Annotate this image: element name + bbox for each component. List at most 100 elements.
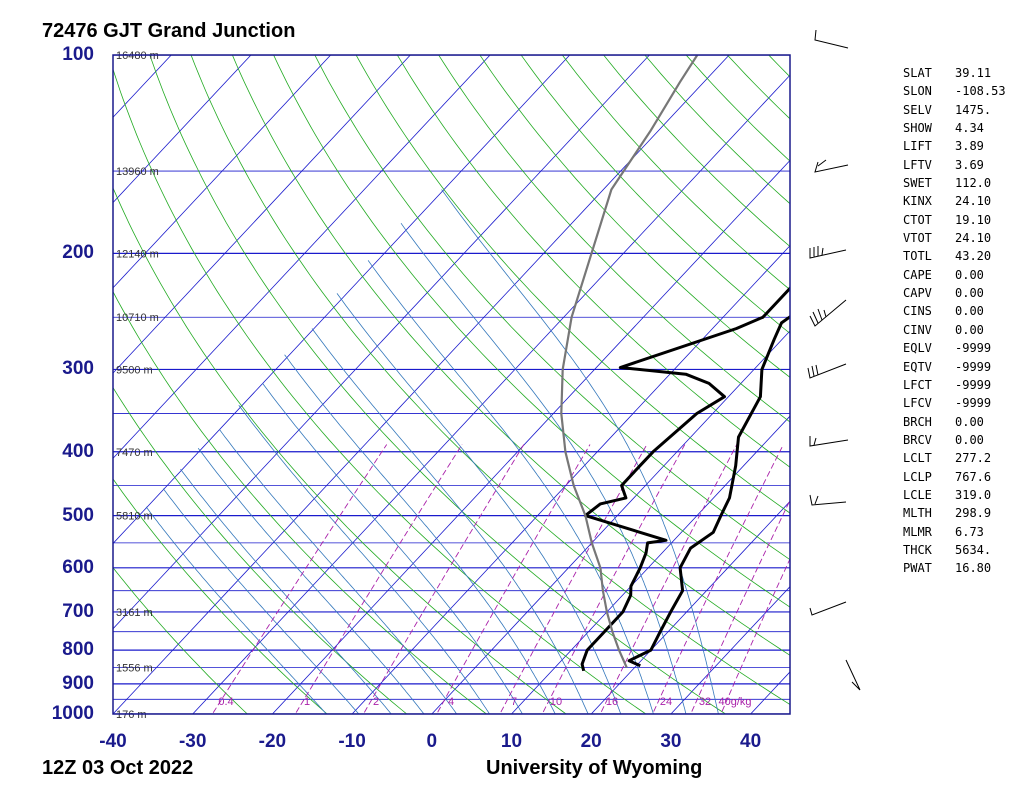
index-row: SHOW 4.34 (903, 119, 1006, 137)
index-row: MLMR 6.73 (903, 523, 1006, 541)
index-name: EQTV (903, 359, 932, 374)
mixing-ratio-line (599, 444, 738, 714)
mixing-ratio-line (362, 444, 525, 714)
index-name: LIFT (903, 139, 932, 154)
index-row: LCLP 767.6 (903, 468, 1006, 486)
index-name: LCLT (903, 451, 932, 466)
plot-frame (112, 54, 791, 715)
wind-barb-icon (809, 601, 847, 616)
index-row: EQLV -9999 (903, 339, 1006, 357)
moist-adiabat-line (284, 354, 556, 714)
index-row: LIFT 3.89 (903, 137, 1006, 155)
index-name: LCLP (903, 469, 932, 484)
index-row: LFCT -9999 (903, 376, 1006, 394)
dry-adiabat-line (113, 290, 488, 714)
index-name: LFTV (903, 157, 932, 172)
wind-barb-icon (809, 246, 847, 259)
moist-adiabat-line (336, 293, 622, 714)
moist-adiabat-line (145, 506, 328, 714)
mixing-ratio-line (541, 444, 686, 714)
pressure-tick-label: 600 (62, 556, 94, 578)
index-value: 3.69 (955, 157, 984, 172)
temperature-tick-label: -40 (99, 731, 127, 752)
index-value: 0.00 (955, 286, 984, 301)
index-row: LCLT 277.2 (903, 449, 1006, 467)
index-value: -9999 (955, 359, 992, 374)
index-row: LFTV 3.69 (903, 156, 1006, 174)
index-value: 298.9 (955, 506, 992, 521)
isotherm-line (0, 40, 26, 728)
isotherm-line (113, 55, 651, 630)
wind-barb-icon (814, 29, 849, 49)
index-name: CAPE (903, 267, 932, 282)
index-value: 39.11 (955, 66, 992, 80)
isotherm-line (431, 330, 790, 714)
wind-barb-icon (809, 436, 849, 447)
stability-indices-table: SLAT 39.11 SLON -108.53 SELV 1475. SHOW 4.34 LIF… (903, 64, 1006, 578)
dry-adiabat-line (113, 186, 567, 714)
mixing-ratio-label: 4 (448, 696, 454, 708)
pressure-tick-label: 100 (62, 44, 94, 65)
dry-adiabat-line (113, 67, 647, 714)
temperature-tick-label: 40 (740, 731, 762, 752)
mixing-ratio-label: 40g/kg (718, 696, 751, 708)
index-value: 112.0 (955, 176, 992, 191)
moist-adiabat-line (400, 222, 687, 714)
index-name: CINV (903, 322, 932, 337)
index-name: SLAT (903, 66, 932, 80)
isotherm-line (113, 55, 411, 374)
height-label: 9500 m (116, 364, 153, 376)
moist-adiabat-line (262, 383, 523, 714)
mixing-ratio-line (499, 444, 648, 714)
temperature-tick-label: 0 (426, 731, 438, 752)
wind-barb-icon (809, 494, 847, 506)
index-name: BRCV (903, 432, 932, 447)
moist-adiabat-line (197, 447, 425, 714)
index-name: CINS (903, 304, 932, 319)
index-value: 0.00 (955, 432, 984, 447)
mixing-ratio-label: 10 (550, 696, 562, 708)
index-row: THCK 5634. (903, 541, 1006, 559)
dry-adiabat-line (113, 478, 328, 714)
dry-adiabat-line (314, 55, 790, 561)
moist-adiabat-line (180, 468, 392, 714)
moist-adiabat-line (238, 404, 491, 714)
index-value: 24.10 (955, 194, 992, 209)
dry-adiabat-line (355, 55, 790, 514)
index-value: -9999 (955, 377, 992, 392)
temperature-tick-label: -30 (178, 731, 207, 752)
isotherm-line (590, 500, 790, 714)
index-name: SHOW (903, 121, 932, 136)
moist-adiabat-line (219, 429, 458, 714)
height-label: 10710 m (116, 312, 159, 324)
wind-barb-icon (807, 363, 847, 379)
index-row: LFCV -9999 (903, 394, 1006, 412)
isotherm-line (113, 55, 571, 545)
pressure-tick-label: 800 (62, 639, 94, 661)
index-value: 277.2 (955, 451, 992, 466)
index-name: TOTL (903, 249, 932, 264)
index-value: 1475. (955, 102, 992, 117)
isotherm-line (510, 415, 790, 714)
index-row: EQTV -9999 (903, 358, 1006, 376)
index-row: SLAT 39.11 (903, 64, 1006, 82)
mixing-ratio-line (436, 444, 591, 714)
moist-adiabat-line (311, 328, 589, 714)
dry-adiabat-line (273, 55, 790, 608)
index-row: SWET 112.0 (903, 174, 1006, 192)
pressure-tick-label: 1000 (51, 703, 94, 724)
height-label: 176 m (116, 709, 147, 721)
pressure-tick-label: 900 (62, 672, 94, 694)
dry-adiabat-line (520, 55, 790, 334)
index-row: CAPV 0.00 (903, 284, 1006, 302)
index-row: KINX 24.10 (903, 192, 1006, 210)
isotherm-line (271, 159, 790, 714)
index-row: LCLE 319.0 (903, 486, 1006, 504)
dry-adiabat-line (149, 55, 727, 714)
height-label: 7470 m (116, 447, 153, 459)
index-value: 319.0 (955, 487, 992, 502)
index-value: 0.00 (955, 322, 984, 337)
temperature-profile-line (627, 314, 790, 668)
index-value: 16.80 (955, 561, 992, 576)
